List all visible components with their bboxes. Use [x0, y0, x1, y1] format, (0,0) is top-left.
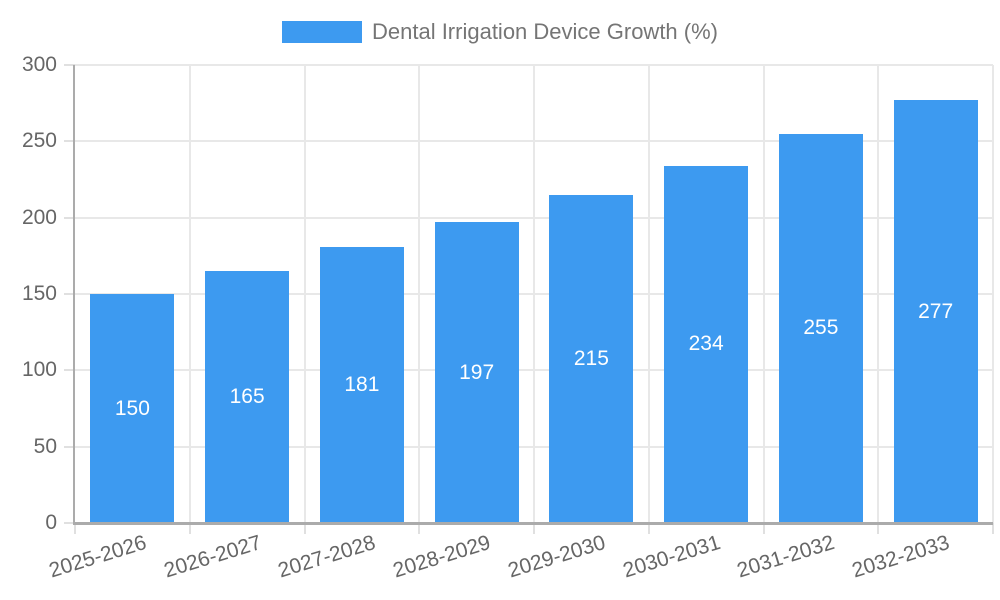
- bar[interactable]: [778, 133, 863, 523]
- x-grid-line: [303, 65, 306, 523]
- x-grid-line: [188, 65, 191, 523]
- x-grid-line: [418, 65, 421, 523]
- x-tick: [74, 523, 76, 534]
- bar[interactable]: [434, 222, 519, 523]
- bar[interactable]: [893, 100, 978, 523]
- y-tick-label: 200: [21, 205, 57, 229]
- x-tick: [533, 523, 535, 534]
- y-tick: [64, 216, 75, 219]
- y-tick-label: 0: [45, 511, 57, 534]
- y-tick-label: 100: [21, 358, 57, 382]
- y-tick-label: 50: [33, 434, 57, 458]
- y-axis-line: [73, 65, 75, 523]
- y-tick: [64, 445, 75, 448]
- x-tick-label: 2026-2027: [161, 531, 264, 583]
- x-tick-label: 2028-2029: [390, 531, 494, 583]
- x-tick: [647, 523, 650, 534]
- y-tick-label: 300: [21, 53, 57, 76]
- bar[interactable]: [90, 294, 175, 523]
- x-grid-line: [762, 65, 765, 523]
- bar-value-label: 234: [688, 332, 724, 356]
- legend-swatch[interactable]: [281, 21, 362, 43]
- x-tick-label: 2029-2030: [505, 531, 609, 583]
- legend-label: Dental Irrigation Device Growth (%): [371, 19, 718, 44]
- bar-value-label: 277: [918, 299, 954, 323]
- x-tick: [303, 523, 306, 534]
- bar[interactable]: [319, 246, 404, 523]
- bar-value-label: 255: [803, 316, 839, 340]
- y-tick-label: 250: [21, 129, 57, 153]
- y-tick: [64, 522, 75, 524]
- bar[interactable]: [205, 271, 290, 523]
- y-tick: [64, 293, 75, 295]
- x-tick: [877, 523, 880, 534]
- x-grid-line: [533, 65, 535, 523]
- bar-value-label: 165: [229, 385, 265, 409]
- x-tick: [762, 523, 765, 534]
- bar-value-label: 150: [114, 396, 150, 420]
- x-tick: [992, 523, 994, 534]
- y-tick-label: 150: [21, 282, 57, 305]
- x-grid-line: [877, 65, 880, 523]
- x-tick: [418, 523, 421, 534]
- y-tick: [64, 64, 75, 66]
- x-tick-label: 2027-2028: [275, 531, 379, 583]
- x-axis-line: [73, 522, 993, 525]
- bar-value-label: 197: [459, 360, 495, 384]
- bar-value-label: 215: [573, 346, 609, 370]
- x-grid-line: [992, 65, 994, 523]
- x-tick-label: 2025-2026: [46, 531, 150, 583]
- bar-value-label: 181: [344, 372, 380, 396]
- y-tick: [64, 140, 75, 143]
- legend-item[interactable]: Dental Irrigation Device Growth (%): [0, 20, 1000, 44]
- x-grid-line: [647, 65, 650, 523]
- x-tick: [188, 523, 191, 534]
- bar[interactable]: [664, 165, 749, 523]
- y-tick: [64, 369, 75, 372]
- x-tick-label: 2031-2032: [734, 531, 838, 583]
- x-tick-label: 2030-2031: [620, 531, 723, 583]
- x-tick-label: 2032-2033: [849, 531, 953, 583]
- bar[interactable]: [549, 194, 634, 523]
